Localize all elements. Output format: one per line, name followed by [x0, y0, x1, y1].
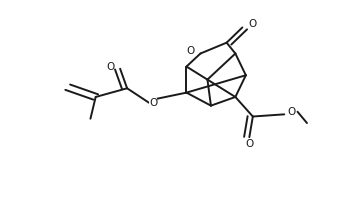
Text: O: O [149, 99, 157, 108]
Text: O: O [288, 107, 296, 117]
Text: O: O [248, 18, 256, 29]
Text: O: O [245, 139, 253, 149]
Text: O: O [106, 62, 114, 72]
Text: O: O [187, 46, 195, 56]
